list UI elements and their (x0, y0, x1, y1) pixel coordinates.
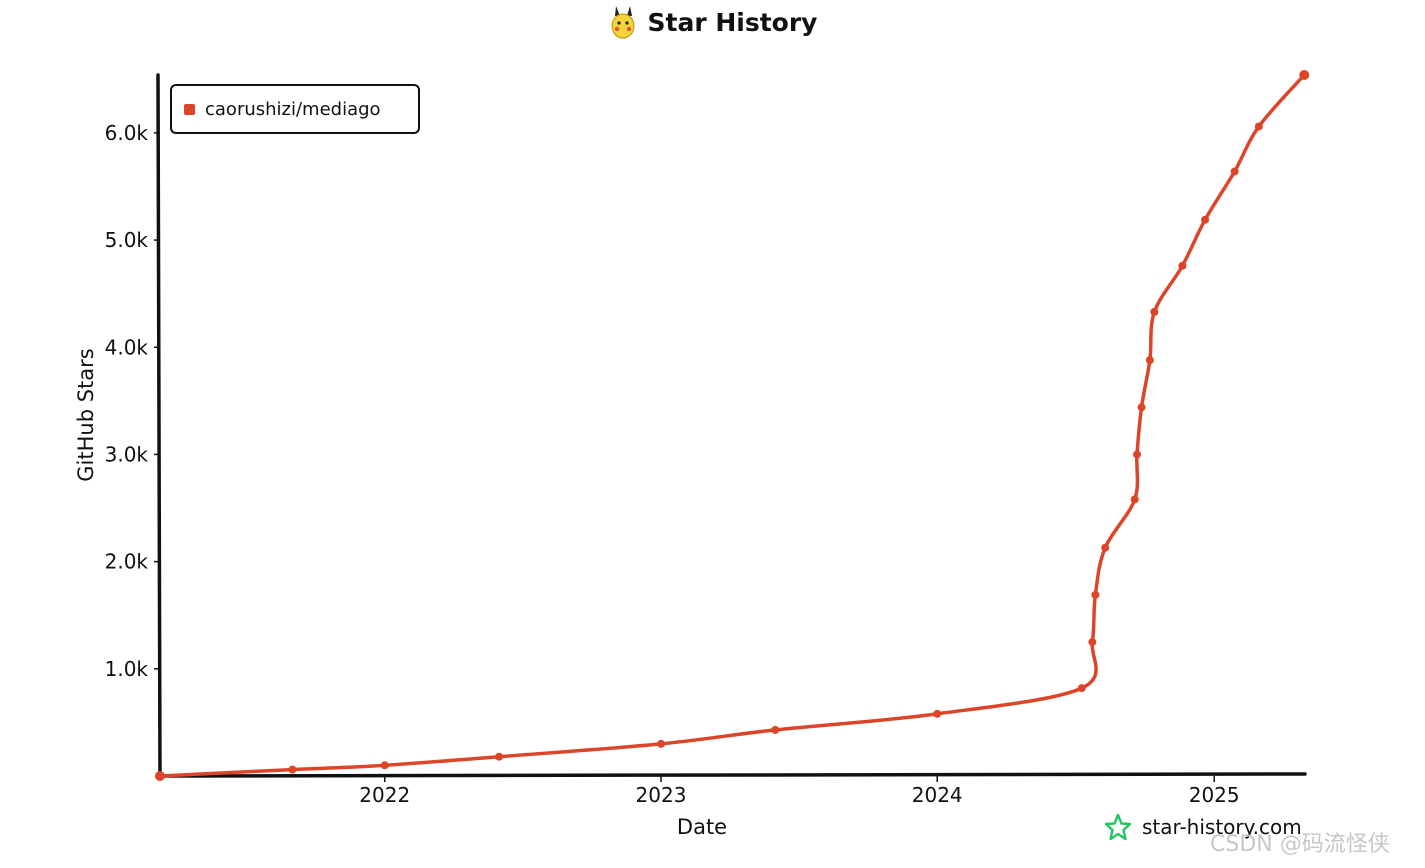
data-point (771, 725, 780, 734)
data-point (1299, 70, 1310, 80)
data-point (1150, 307, 1159, 316)
pikachu-icon (611, 6, 634, 39)
chart-title-row: Star History (0, 4, 1425, 40)
data-point (1230, 167, 1239, 176)
data-point (1077, 684, 1086, 693)
brand-link[interactable]: star-history.com (1104, 813, 1302, 841)
y-tick-label: 5.0k (105, 228, 149, 252)
y-tick-label: 4.0k (105, 335, 149, 359)
x-axis-label: Date (676, 815, 728, 839)
x-tick-label: 2022 (359, 783, 410, 807)
data-point (1137, 403, 1146, 412)
legend-swatch (184, 103, 195, 115)
data-point (380, 761, 389, 770)
data-point (1145, 356, 1154, 365)
data-point (1101, 543, 1110, 552)
data-point (656, 739, 665, 748)
data-point (1178, 261, 1187, 270)
data-point (1254, 122, 1263, 131)
data-point (1201, 215, 1210, 224)
x-tick-label: 2023 (636, 783, 687, 807)
legend-label: caorushizi/mediago (205, 98, 381, 120)
y-tick-label: 1.0k (105, 657, 149, 681)
data-point (933, 709, 942, 718)
x-axis-line (158, 772, 1307, 778)
data-point (1091, 590, 1100, 599)
y-tick-label: 2.0k (105, 550, 149, 574)
chart-title: Star History (647, 7, 818, 37)
brand-text: star-history.com (1142, 815, 1302, 839)
data-point (288, 765, 297, 774)
watermark: CSDN @码流怪侠 (1210, 832, 1390, 857)
legend: caorushizi/mediago (170, 84, 420, 134)
data-point (1088, 638, 1097, 647)
x-tick-label: 2025 (1189, 783, 1240, 807)
series-line (158, 73, 1306, 778)
y-axis-label: GitHub Stars (74, 348, 98, 482)
y-tick-label: 3.0k (105, 442, 149, 466)
data-point (1132, 450, 1141, 459)
data-point (1130, 495, 1139, 504)
y-axis-line (156, 73, 162, 780)
y-tick-label: 6.0k (105, 121, 149, 145)
data-point (155, 771, 165, 781)
x-tick-label: 2024 (912, 783, 963, 807)
star-outline-icon (1104, 813, 1132, 841)
data-point (495, 752, 504, 761)
